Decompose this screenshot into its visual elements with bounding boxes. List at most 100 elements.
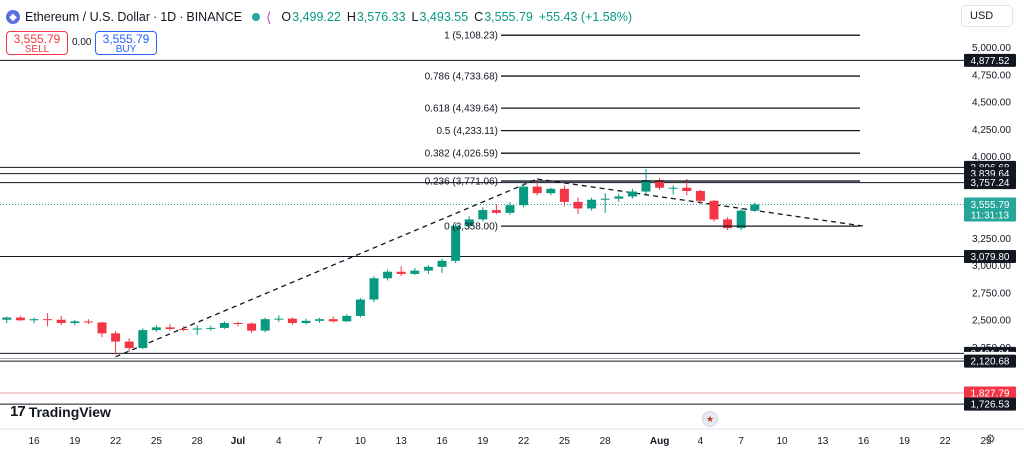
price-tick-label: 4,000.00 (972, 152, 1011, 163)
candle-body (301, 320, 311, 323)
fibonacci-layer: 1 (5,108.23) 0.786 (4,733.68) 0.618 (4,439… (425, 31, 860, 233)
candle-body (451, 225, 461, 261)
countdown-label: 11:31:13 (971, 211, 1010, 222)
time-tick-label: 25 (980, 436, 992, 447)
time-tick-label: Jul (231, 436, 246, 447)
price-tick-label: 4,500.00 (972, 98, 1011, 109)
time-tick-label: 4 (276, 436, 282, 447)
symbol-name[interactable]: Ethereum / U.S. Dollar (25, 10, 151, 24)
time-tick-label: 7 (317, 436, 323, 447)
fibonacci-level-label: 0.382 (4,026.59) (425, 149, 498, 160)
candle-body (491, 210, 501, 213)
ethereum-icon: ◆ (6, 10, 20, 24)
candle-body (600, 198, 610, 200)
candle-body (43, 319, 53, 321)
exchange: BINANCE (186, 10, 242, 24)
tradingview-logo[interactable]: 17 TradingView (10, 403, 111, 420)
candle-body (682, 187, 692, 191)
level-price-label: 1,726.53 (971, 400, 1010, 411)
currency-select[interactable]: USD (962, 6, 1012, 26)
time-tick-label: 19 (69, 436, 81, 447)
time-tick-label: 13 (817, 436, 829, 447)
interval[interactable]: 1D (160, 10, 177, 24)
candle-body (2, 317, 12, 320)
sell-button[interactable]: 3,555.79 SELL (6, 31, 68, 55)
candle-body (369, 278, 379, 300)
candle-body (627, 191, 637, 197)
candle-body (750, 204, 760, 211)
candle-body (328, 319, 338, 322)
candle-body (124, 341, 134, 349)
level-price-label: 2,120.68 (971, 357, 1010, 368)
fibonacci-level-label: 0.236 (3,771.06) (425, 177, 498, 188)
candle-body (396, 271, 406, 274)
candle-body (641, 180, 651, 192)
candle-body (97, 322, 107, 334)
levels-layer (0, 59, 964, 405)
fibonacci-level-label: 0.5 (4,233.11) (436, 126, 498, 137)
buy-button[interactable]: 3,555.79 BUY (95, 31, 157, 55)
candle-body (70, 321, 80, 323)
candle-body (219, 323, 229, 328)
candle-body (709, 200, 719, 220)
time-tick-label: 28 (600, 436, 612, 447)
header-separator: · (179, 10, 184, 24)
candle-body (423, 266, 433, 271)
candle-body (83, 321, 93, 323)
time-tick-label: 22 (110, 436, 122, 447)
settings-icon[interactable]: ⚙ (985, 432, 996, 446)
candle-body (410, 270, 420, 274)
candle-body (519, 186, 529, 206)
price-change: +55.43 (+1.58%) (538, 10, 632, 24)
candle-body (573, 201, 583, 209)
price-tick-label: 2,500.00 (972, 316, 1011, 327)
level-price-tag (964, 397, 1016, 411)
candle-body (260, 319, 270, 331)
fibonacci-level-label: 1 (5,108.23) (444, 31, 498, 42)
share-icon[interactable]: ⟨ (265, 8, 272, 25)
level-price-label: 1,827.79 (971, 389, 1010, 400)
candle-body (614, 196, 624, 199)
candle-body (559, 188, 569, 202)
candle-body (695, 191, 705, 201)
candle-body (206, 327, 216, 329)
price-tick-label: 3,000.00 (972, 261, 1011, 272)
market-open-icon (251, 13, 260, 21)
chart-header: ◆ Ethereum / U.S. Dollar · 1D · BINANCE … (6, 6, 632, 28)
candle-body (546, 188, 556, 194)
tradingview-wordmark: TradingView (28, 403, 111, 420)
time-tick-label: 22 (518, 436, 530, 447)
candle-body (151, 327, 161, 331)
candle-body (505, 205, 515, 213)
candle-body (355, 299, 365, 316)
candle-body (111, 333, 121, 342)
time-axis[interactable]: 16 19 22 25 28 Jul 4 7 10 13 16 19 22 25 28 Aug 4 7 10 13 16… (28, 436, 992, 447)
header-separator: · (153, 10, 158, 24)
price-tick-label: 2,750.00 (972, 288, 1011, 299)
level-price-tag (964, 53, 1016, 67)
price-axis[interactable]: 2,250.002,500.002,750.003,000.003,250.00… (964, 43, 1016, 411)
price-tick-label: 4,250.00 (972, 125, 1011, 136)
candle-body (274, 318, 284, 320)
candle-body (192, 328, 202, 330)
level-price-tag (964, 176, 1016, 190)
time-tick-label: 13 (396, 436, 408, 447)
level-price-label: 3,839.64 (971, 169, 1010, 180)
candle-body (668, 187, 678, 189)
candle-body (655, 180, 665, 188)
time-tick-label: 25 (559, 436, 571, 447)
buy-price: 3,555.79 (102, 32, 150, 46)
sell-price: 3,555.79 (13, 32, 61, 46)
time-tick-label: 7 (738, 436, 744, 447)
candle-body (342, 315, 352, 322)
level-price-tag (964, 386, 1016, 400)
candle-body (287, 318, 297, 323)
time-tick-label: 22 (940, 436, 952, 447)
buy-label: BUY (115, 44, 137, 55)
ohlc-high: H3,576.33 (346, 10, 406, 24)
us-event-flag-icon[interactable]: ★ (702, 411, 718, 427)
fibonacci-level-label: 0.786 (4,733.68) (425, 72, 498, 83)
candle-body (138, 330, 148, 349)
candle-body (723, 219, 733, 229)
